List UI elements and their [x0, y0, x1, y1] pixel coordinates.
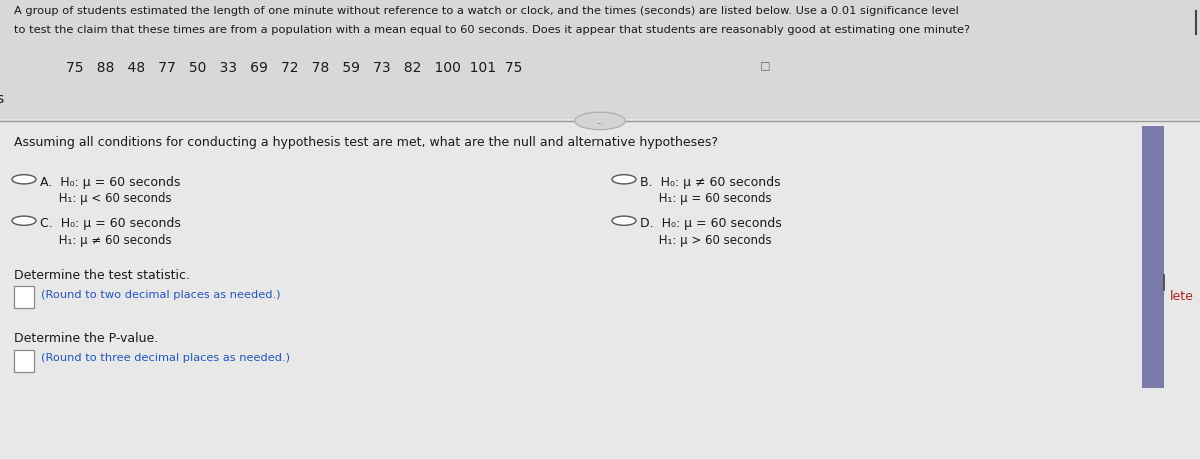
- Text: Determine the test statistic.: Determine the test statistic.: [14, 269, 191, 281]
- Text: lete: lete: [1170, 290, 1194, 302]
- Text: Determine the P-value.: Determine the P-value.: [14, 331, 158, 344]
- FancyBboxPatch shape: [0, 119, 1200, 459]
- Text: (Round to three decimal places as needed.): (Round to three decimal places as needed…: [41, 353, 290, 363]
- Text: to test the claim that these times are from a population with a mean equal to 60: to test the claim that these times are f…: [14, 25, 971, 35]
- Text: H₁: μ > 60 seconds: H₁: μ > 60 seconds: [640, 233, 772, 246]
- FancyBboxPatch shape: [14, 350, 34, 372]
- Ellipse shape: [575, 113, 625, 130]
- Text: B.  H₀: μ ≠ 60 seconds: B. H₀: μ ≠ 60 seconds: [640, 175, 780, 188]
- Circle shape: [612, 175, 636, 185]
- Circle shape: [12, 217, 36, 226]
- Text: A group of students estimated the length of one minute without reference to a wa: A group of students estimated the length…: [14, 6, 959, 16]
- Text: C.  H₀: μ = 60 seconds: C. H₀: μ = 60 seconds: [40, 217, 180, 230]
- FancyBboxPatch shape: [14, 286, 34, 308]
- Text: s: s: [0, 92, 4, 106]
- FancyBboxPatch shape: [1142, 126, 1164, 388]
- FancyBboxPatch shape: [0, 0, 1200, 119]
- Text: Assuming all conditions for conducting a hypothesis test are met, what are the n: Assuming all conditions for conducting a…: [14, 135, 719, 148]
- Text: ...: ...: [596, 117, 604, 126]
- Circle shape: [12, 175, 36, 185]
- Text: 75   88   48   77   50   33   69   72   78   59   73   82   100  101  75: 75 88 48 77 50 33 69 72 78 59 73 82 100 …: [66, 61, 522, 74]
- Text: H₁: μ < 60 seconds: H₁: μ < 60 seconds: [40, 192, 172, 205]
- Text: D.  H₀: μ = 60 seconds: D. H₀: μ = 60 seconds: [640, 217, 781, 230]
- Text: □: □: [760, 61, 770, 71]
- Text: A.  H₀: μ = 60 seconds: A. H₀: μ = 60 seconds: [40, 175, 180, 188]
- Text: H₁: μ ≠ 60 seconds: H₁: μ ≠ 60 seconds: [40, 233, 172, 246]
- Text: H₁: μ = 60 seconds: H₁: μ = 60 seconds: [640, 192, 772, 205]
- Circle shape: [612, 217, 636, 226]
- Text: (Round to two decimal places as needed.): (Round to two decimal places as needed.): [41, 289, 281, 299]
